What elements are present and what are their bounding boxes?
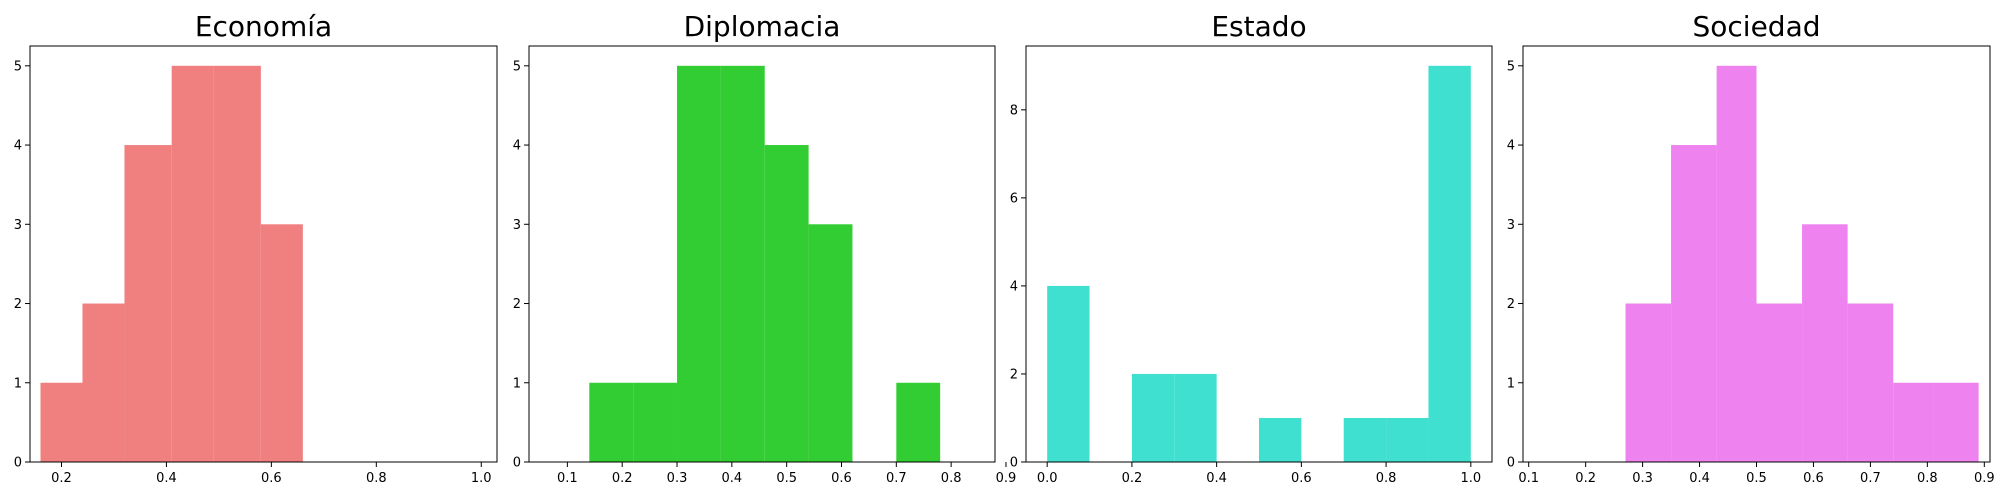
axes-frame <box>1025 45 1493 463</box>
y-tick-label: 8 <box>1010 103 1018 118</box>
y-tick-label: 2 <box>513 297 521 312</box>
axes-frame <box>29 45 498 463</box>
x-tick-label: 0.6 <box>831 471 852 486</box>
panel-title: Economía <box>195 10 332 43</box>
panel-diplomacia: 0.1 0.2 0.3 0.4 0.5 0.6 0.7 0.8 0.9012345Diploma… <box>513 10 1017 486</box>
histogram-bar <box>1802 224 1848 462</box>
x-tick-label: 1.0 <box>471 471 492 486</box>
x-tick-label: 0.8 <box>941 471 962 486</box>
x-tick-label: 0.3 <box>1632 471 1653 486</box>
x-tick-label: 0.8 <box>1917 471 1938 486</box>
histogram-bar <box>764 145 809 463</box>
y-tick-label: 0 <box>14 456 22 471</box>
histogram-bar <box>1259 417 1302 462</box>
histogram-bar <box>1893 382 1934 462</box>
y-tick-label: 5 <box>1507 59 1515 74</box>
histogram-bar <box>82 303 125 462</box>
histogram-bar <box>720 65 765 463</box>
y-tick-label: 4 <box>1507 139 1515 154</box>
histogram-bar <box>1716 65 1757 463</box>
x-tick-label: 0.6 <box>261 471 282 486</box>
panel-title: Diplomacia <box>684 10 841 43</box>
y-tick-label: 1 <box>14 376 22 391</box>
panel-title: Sociedad <box>1692 10 1820 43</box>
x-tick-label: 0.6 <box>1291 471 1312 486</box>
y-tick-label: 0 <box>513 456 521 471</box>
x-tick-label: 0.3 <box>667 471 688 486</box>
histogram-bar <box>808 224 853 462</box>
y-tick-label: 4 <box>1010 279 1018 294</box>
histogram-bar <box>1131 373 1175 462</box>
x-tick-label: 0.8 <box>1376 471 1397 486</box>
y-tick-label: 3 <box>14 218 22 233</box>
x-tick-label: 0.4 <box>722 471 743 486</box>
y-tick-label: 1 <box>513 376 521 391</box>
axes-frame <box>528 45 996 463</box>
x-tick-label: 0.1 <box>1518 471 1539 486</box>
histogram-bar <box>589 382 634 462</box>
histogram-bar <box>213 65 261 463</box>
histogram-bar <box>1386 417 1429 462</box>
histogram-bar <box>677 65 721 463</box>
x-tick-label: 1.0 <box>1460 471 1481 486</box>
panel-title: Estado <box>1211 10 1306 43</box>
histogram-bar <box>171 65 214 463</box>
x-tick-label: 0.5 <box>1746 471 1767 486</box>
x-tick-label: 0.7 <box>886 471 907 486</box>
histogram-bar <box>633 382 678 462</box>
histogram-bar <box>1671 145 1717 463</box>
x-tick-label: 0.4 <box>1689 471 1710 486</box>
x-tick-label: 0.4 <box>1206 471 1227 486</box>
histogram-bar <box>896 382 941 462</box>
panel-estado: 0.0 0.2 0.4 0.6 0.8 1.0 0 2 4 6 8 Estado <box>1010 10 1493 486</box>
histogram-bar <box>40 382 83 462</box>
histogram-bar <box>1847 303 1894 462</box>
x-tick-label: 0.9 <box>996 471 1017 486</box>
y-tick-label: 3 <box>513 218 521 233</box>
histogram-bar <box>1625 303 1672 462</box>
histogram-bar <box>1756 303 1803 462</box>
histogram-bar <box>1343 417 1387 462</box>
y-tick-label: 4 <box>513 139 521 154</box>
y-tick-label: 5 <box>14 59 22 74</box>
histogram-bar <box>1047 285 1090 462</box>
x-tick-label: 0.1 <box>557 471 578 486</box>
histogram-bar <box>1174 373 1217 462</box>
x-tick-label: 0.4 <box>156 471 177 486</box>
y-tick-label: 1 <box>1507 376 1515 391</box>
x-tick-label: 0.5 <box>776 471 797 486</box>
x-tick-label: 0.2 <box>612 471 633 486</box>
y-tick-label: 2 <box>1010 367 1018 382</box>
y-tick-label: 0 <box>1507 456 1515 471</box>
x-tick-label: 0.0 <box>1037 471 1058 486</box>
y-tick-label: 2 <box>14 297 22 312</box>
y-tick-label: 6 <box>1010 191 1018 206</box>
x-tick-label: 0.2 <box>51 471 72 486</box>
x-tick-label: 0.2 <box>1122 471 1143 486</box>
histogram-bar <box>1933 382 1979 462</box>
y-tick-label: 5 <box>513 59 521 74</box>
histogram-bar <box>260 224 303 462</box>
y-tick-label: 2 <box>1507 297 1515 312</box>
histogram-bar <box>124 145 172 463</box>
x-tick-label: 0.7 <box>1860 471 1881 486</box>
y-tick-label: 0 <box>1010 456 1018 471</box>
panel-economia: 0.2 0.4 0.6 0.8 1.0 0 1 2 3 4 5 Economía <box>14 10 498 486</box>
histogram-bar <box>1428 65 1471 463</box>
x-tick-label: 0.9 <box>1974 471 1995 486</box>
x-tick-label: 0.2 <box>1575 471 1596 486</box>
y-tick-label: 3 <box>1507 218 1515 233</box>
y-tick-label: 4 <box>14 139 22 154</box>
x-tick-label: 0.8 <box>366 471 387 486</box>
x-tick-label: 0.6 <box>1803 471 1824 486</box>
panel-sociedad: 0.1 0.2 0.3 0.4 0.5 0.6 0.7 0.8 0.9 0 1 2 3 4 5 Socieda… <box>1507 10 1995 486</box>
